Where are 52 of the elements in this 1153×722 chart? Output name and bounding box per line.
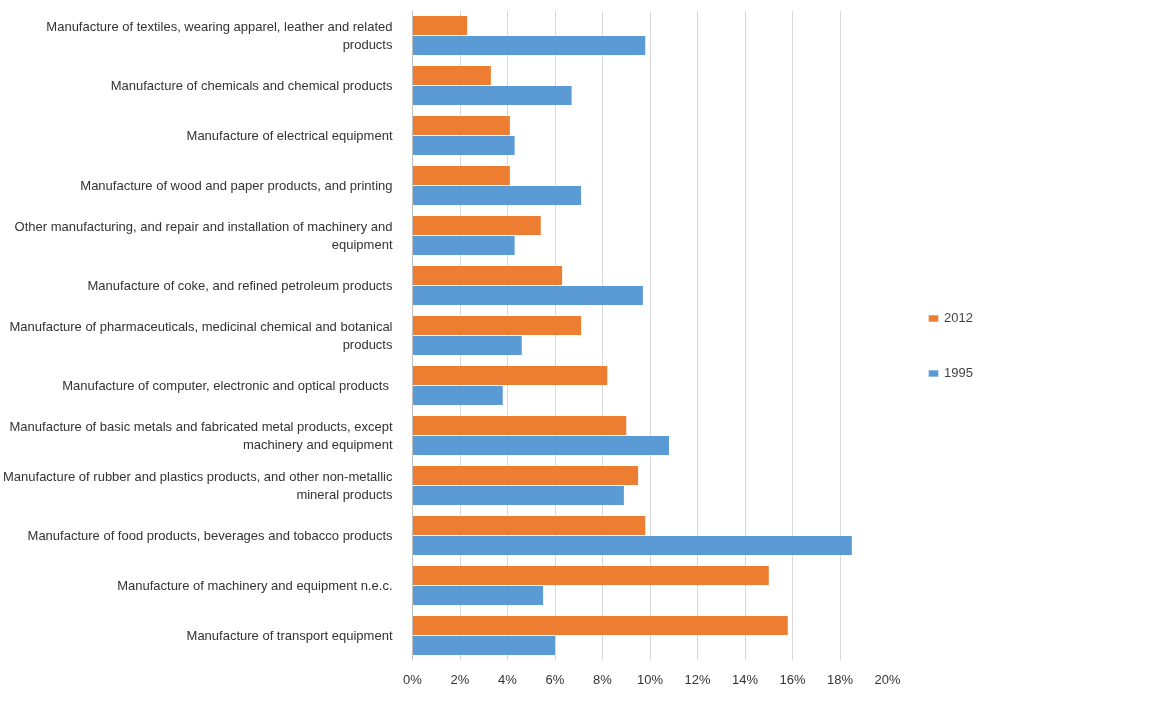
bar bbox=[412, 536, 852, 555]
y-tick-label: Manufacture of textiles, wearing apparel, leather and related products bbox=[46, 19, 393, 52]
x-tick-label: 18% bbox=[826, 671, 854, 687]
bar bbox=[412, 266, 563, 285]
y-tick-label: Manufacture of wood and paper products, and printing bbox=[80, 178, 393, 193]
bar bbox=[412, 566, 769, 585]
x-tick-label: 0% bbox=[403, 671, 423, 687]
bar bbox=[412, 16, 468, 35]
bar bbox=[412, 416, 627, 435]
bar bbox=[412, 36, 646, 55]
bar bbox=[412, 236, 515, 255]
y-tick-label: Manufacture of coke, and refined petroleum products bbox=[87, 278, 393, 293]
x-tick-label: 16% bbox=[779, 671, 806, 687]
bar bbox=[412, 286, 643, 305]
x-tick-label: 20% bbox=[874, 671, 901, 687]
y-tick-label: Manufacture of machinery and equipment n.e.c. bbox=[117, 578, 393, 593]
y-tick-label: Manufacture of computer, electronic and optical products bbox=[62, 378, 390, 393]
x-tick-label: 2% bbox=[450, 671, 470, 687]
y-tick-label: Manufacture of chemicals and chemical products bbox=[110, 78, 393, 93]
bar bbox=[412, 616, 788, 635]
y-tick-label: Manufacture of rubber and plastics products, and other non-metallic mineral products bbox=[3, 469, 393, 502]
x-tick-label: 14% bbox=[731, 671, 759, 687]
y-tick-label: Other manufacturing, and repair and installation of machinery and equipment bbox=[14, 219, 393, 252]
bar bbox=[412, 366, 608, 385]
y-tick-label: Manufacture of basic metals and fabricated metal products, except machinery and equipment bbox=[9, 419, 393, 452]
bar bbox=[412, 186, 582, 205]
bar bbox=[412, 166, 510, 185]
bar bbox=[412, 516, 646, 535]
bar bbox=[412, 336, 522, 355]
x-tick-label: 12% bbox=[684, 671, 711, 687]
x-tick-label: 4% bbox=[498, 671, 518, 687]
x-tick-label: 10% bbox=[636, 671, 664, 687]
bar bbox=[412, 316, 582, 335]
bar bbox=[412, 386, 503, 405]
y-tick-label: Manufacture of transport equipment bbox=[186, 628, 393, 643]
bar bbox=[412, 486, 624, 505]
bar bbox=[412, 86, 572, 105]
y-tick-label: Manufacture of food products, beverages and tobacco products bbox=[27, 528, 393, 543]
x-tick-label: 6% bbox=[545, 671, 565, 687]
legend-label: 1995 bbox=[944, 365, 973, 380]
bar bbox=[412, 216, 541, 235]
legend-label: 2012 bbox=[944, 310, 973, 325]
bar bbox=[412, 466, 639, 485]
y-tick-label: Manufacture of pharmaceuticals, medicinal chemical and botanical products bbox=[9, 319, 393, 352]
bar bbox=[412, 636, 555, 655]
bar bbox=[412, 436, 669, 455]
bar bbox=[412, 116, 510, 135]
y-tick-label: Manufacture of electrical equipment bbox=[186, 128, 393, 143]
bar bbox=[412, 586, 544, 605]
bar bbox=[412, 66, 491, 85]
bar bbox=[412, 136, 515, 155]
x-tick-label: 8% bbox=[593, 671, 613, 687]
